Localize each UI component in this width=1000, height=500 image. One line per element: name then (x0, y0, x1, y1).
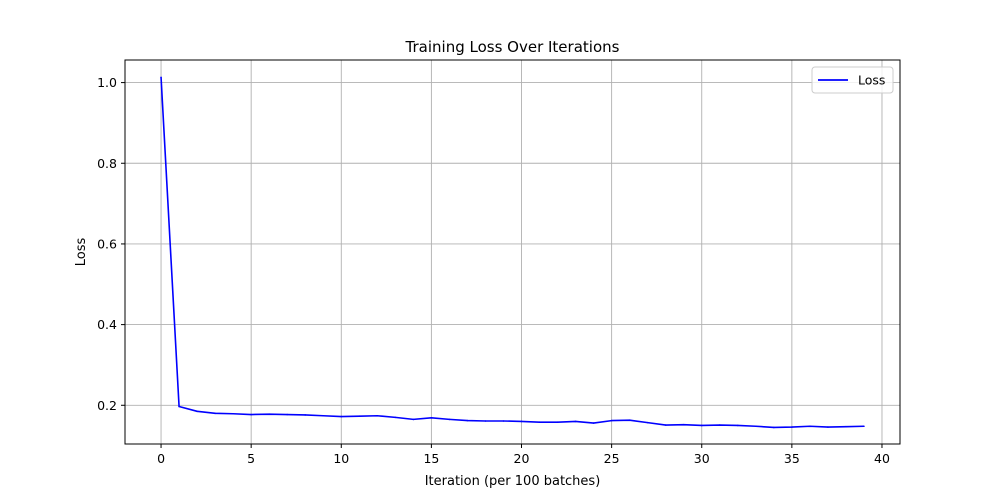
y-tick-label: 1.0 (97, 75, 117, 90)
data-point (430, 416, 433, 419)
data-point (628, 419, 631, 422)
data-point (394, 416, 397, 419)
data-point (322, 414, 325, 417)
data-point (448, 418, 451, 421)
data-point (791, 426, 793, 428)
data-point (178, 405, 180, 408)
x-tick-label: 5 (247, 451, 255, 466)
x-axis-label: Iteration (per 100 batches) (425, 474, 601, 489)
legend: Loss (811, 66, 894, 94)
data-point (376, 414, 379, 417)
y-axis-label: Loss (74, 238, 89, 267)
data-point (214, 412, 216, 415)
data-point (755, 425, 757, 428)
data-point (358, 415, 361, 417)
x-tick-label: 40 (874, 451, 890, 466)
x-tick-label: 15 (423, 451, 439, 466)
data-point (484, 420, 487, 422)
plot-area-frame (124, 59, 901, 445)
data-point (520, 420, 523, 423)
x-tick-label: 35 (784, 451, 800, 466)
chart-title: Training Loss Over Iterations (405, 38, 620, 56)
data-point (466, 419, 469, 422)
legend-box (811, 66, 894, 94)
data-point (845, 425, 847, 428)
x-tick-label: 10 (333, 451, 349, 466)
x-tick-label: 25 (604, 451, 620, 466)
data-point (736, 424, 739, 427)
data-point (556, 421, 559, 424)
x-tick-label: 30 (694, 451, 710, 466)
x-tick-label: 0 (157, 451, 165, 466)
y-axis: 0.2 0.4 0.6 0.8 1.0 (97, 75, 125, 413)
series-line-loss (160, 77, 864, 429)
y-tick-label: 0.2 (97, 398, 117, 413)
y-tick-label: 0.4 (97, 317, 117, 332)
data-point (538, 421, 541, 424)
data-point (196, 410, 198, 413)
data-point (412, 418, 415, 421)
data-point (700, 424, 703, 427)
data-point (592, 422, 595, 424)
data-point (286, 413, 289, 416)
data-point (610, 419, 613, 422)
series-layer (160, 76, 865, 429)
data-point (502, 420, 505, 422)
y-tick-label: 0.8 (97, 156, 117, 171)
data-point (718, 424, 721, 426)
data-point (827, 426, 829, 428)
data-point (160, 76, 162, 79)
grid (125, 60, 900, 444)
data-point (250, 413, 252, 416)
data-point (809, 425, 811, 428)
x-axis: 0 5 10 15 20 25 30 35 40 (157, 444, 890, 466)
data-point (664, 424, 667, 426)
data-point (340, 415, 343, 418)
data-point (863, 425, 865, 428)
legend-label-loss: Loss (858, 73, 885, 88)
x-tick-label: 20 (514, 451, 530, 466)
data-point (268, 413, 270, 415)
data-point (232, 412, 234, 415)
data-point (304, 414, 307, 416)
data-point (646, 421, 649, 424)
data-point (574, 420, 577, 423)
y-tick-label: 0.6 (97, 236, 117, 251)
data-point (773, 426, 775, 429)
data-point (682, 423, 685, 426)
